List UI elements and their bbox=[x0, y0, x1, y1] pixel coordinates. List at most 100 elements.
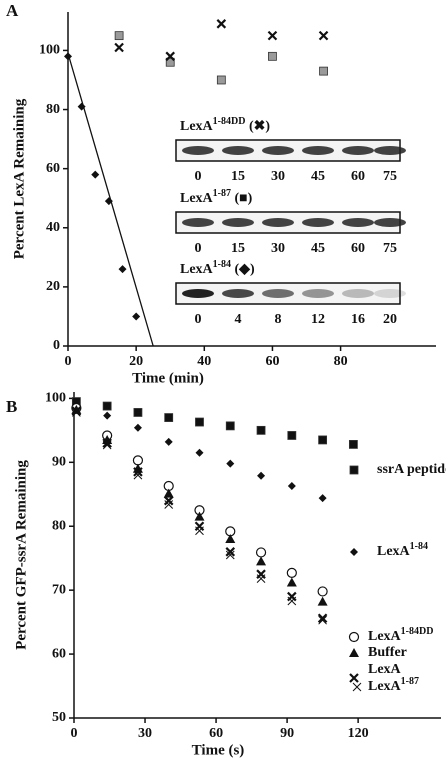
data-point bbox=[318, 30, 329, 41]
data-point bbox=[287, 431, 297, 440]
lane-label: 60 bbox=[351, 241, 365, 256]
legend-label: LexA bbox=[368, 662, 402, 677]
x-tick-label: 80 bbox=[334, 354, 348, 369]
data-point bbox=[287, 596, 297, 606]
legend-label: Buffer bbox=[368, 645, 407, 660]
data-point bbox=[195, 448, 204, 457]
data-point bbox=[287, 481, 296, 490]
legend-label: LexA1-84 bbox=[377, 541, 428, 559]
data-point bbox=[319, 66, 328, 76]
data-point bbox=[225, 421, 235, 431]
data-point bbox=[255, 547, 267, 558]
data-point bbox=[286, 577, 297, 587]
data-point bbox=[257, 471, 266, 480]
data-point bbox=[268, 51, 277, 61]
data-point bbox=[195, 417, 204, 427]
data-point bbox=[216, 19, 227, 29]
y-tick-label: 40 bbox=[46, 220, 60, 235]
data-point bbox=[348, 440, 358, 449]
x-tick-label: 0 bbox=[65, 354, 72, 369]
data-point bbox=[118, 265, 127, 274]
gel-band bbox=[182, 146, 214, 155]
data-point bbox=[256, 425, 266, 435]
data-point bbox=[102, 440, 112, 450]
lane-label: 15 bbox=[231, 169, 245, 184]
lane-label: 4 bbox=[235, 312, 242, 327]
data-point bbox=[225, 550, 235, 560]
gel-band bbox=[222, 289, 254, 298]
data-point bbox=[256, 556, 267, 566]
inset-title: LexA1-84DD (✖) bbox=[180, 116, 270, 134]
data-point bbox=[102, 401, 112, 411]
data-point bbox=[132, 312, 141, 321]
y-tick-label: 80 bbox=[46, 102, 60, 117]
data-point bbox=[225, 547, 236, 557]
lane-label: 75 bbox=[383, 169, 397, 184]
legend-label: LexA1-87 bbox=[368, 676, 419, 694]
lane-label: 60 bbox=[351, 169, 365, 184]
data-point bbox=[317, 613, 328, 624]
lane-label: 0 bbox=[195, 241, 202, 256]
y-tick-label: 80 bbox=[52, 518, 66, 533]
lane-label: 20 bbox=[383, 312, 397, 327]
legend-marker bbox=[350, 548, 358, 556]
data-point bbox=[317, 596, 328, 606]
gel-band bbox=[342, 218, 374, 227]
gel-band bbox=[374, 218, 406, 227]
data-point bbox=[114, 42, 124, 53]
x-tick-label: 0 bbox=[71, 726, 78, 741]
lane-label: 15 bbox=[231, 241, 245, 256]
data-point bbox=[163, 488, 174, 498]
data-point bbox=[114, 31, 124, 41]
data-point bbox=[225, 534, 236, 544]
y-tick-label: 0 bbox=[53, 338, 60, 353]
data-point bbox=[133, 470, 143, 480]
data-point bbox=[194, 511, 205, 521]
data-point bbox=[318, 615, 327, 625]
gel-band bbox=[302, 218, 334, 227]
data-point bbox=[286, 567, 297, 578]
legend-marker bbox=[352, 682, 362, 692]
panel-label: A bbox=[6, 1, 19, 20]
legend-marker bbox=[349, 673, 359, 683]
x-axis-label: Time (min) bbox=[132, 370, 204, 386]
data-point bbox=[163, 495, 174, 506]
lane-label: 45 bbox=[311, 169, 325, 184]
data-point bbox=[287, 591, 297, 602]
data-point bbox=[71, 404, 82, 414]
x-tick-label: 60 bbox=[265, 354, 279, 369]
gel-band bbox=[182, 218, 214, 227]
y-axis-label: Percent LexA Remaining bbox=[11, 98, 27, 259]
data-point bbox=[256, 574, 266, 584]
x-tick-label: 120 bbox=[348, 726, 369, 741]
data-point bbox=[194, 521, 205, 532]
data-point bbox=[256, 569, 266, 579]
data-point bbox=[165, 57, 175, 67]
x-tick-label: 20 bbox=[129, 354, 143, 369]
y-tick-label: 60 bbox=[46, 161, 60, 176]
x-axis-label: Time (s) bbox=[192, 742, 245, 758]
y-tick-label: 20 bbox=[46, 279, 60, 294]
lane-label: 16 bbox=[351, 312, 365, 327]
data-point bbox=[165, 51, 175, 62]
y-tick-label: 60 bbox=[52, 646, 66, 661]
legend-label: LexA1-84DD bbox=[368, 626, 433, 644]
data-point bbox=[267, 30, 278, 41]
gel-band bbox=[342, 289, 374, 298]
gel-band bbox=[342, 146, 374, 155]
data-point bbox=[133, 408, 143, 417]
x-tick-label: 60 bbox=[209, 726, 223, 741]
data-point bbox=[91, 170, 100, 179]
gel-band bbox=[222, 146, 254, 155]
fit-line bbox=[67, 53, 154, 347]
y-tick-label: 100 bbox=[45, 391, 66, 406]
lane-label: 12 bbox=[311, 312, 325, 327]
y-tick-label: 90 bbox=[52, 455, 66, 470]
legend-marker bbox=[348, 631, 360, 643]
lane-label: 0 bbox=[195, 312, 202, 327]
data-point bbox=[195, 526, 204, 536]
data-point bbox=[164, 500, 174, 509]
data-point bbox=[318, 494, 327, 503]
x-tick-label: 40 bbox=[197, 354, 211, 369]
